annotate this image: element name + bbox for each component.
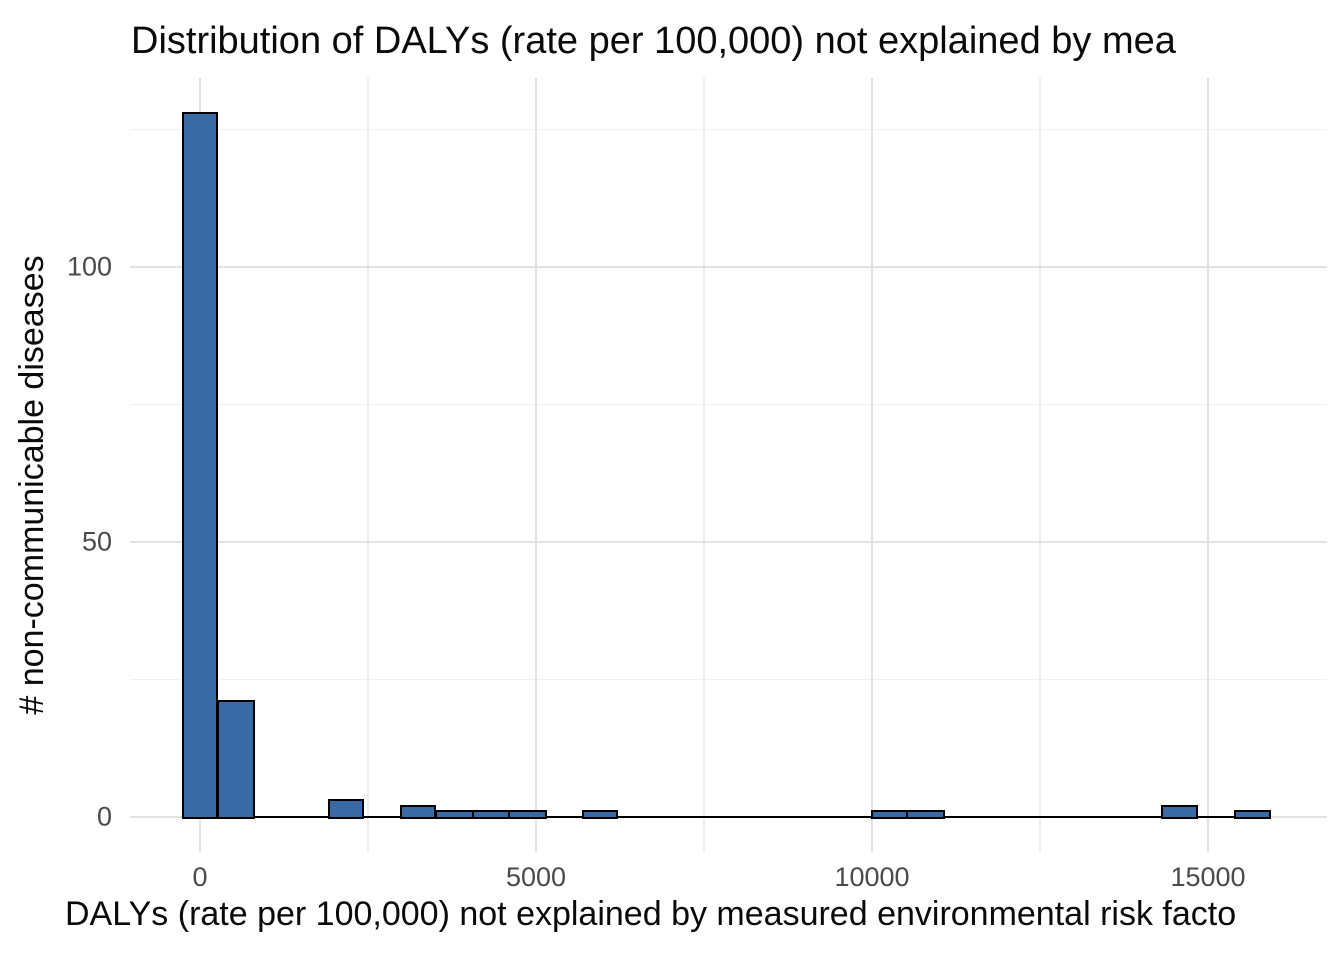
histogram-bar: [399, 804, 437, 819]
y-tick-label: 50: [81, 526, 112, 557]
x-tick-label: 15000: [1170, 862, 1246, 892]
histogram-bar: [1234, 810, 1271, 819]
histogram-bar: [1161, 804, 1198, 819]
histogram-bar: [181, 111, 219, 819]
histogram-bar: [327, 799, 365, 819]
gridline-x-major: [535, 78, 537, 852]
y-axis-title: # non-communicable diseases: [13, 255, 52, 715]
gridline-y-major: [130, 266, 1327, 268]
histogram-bar: [435, 810, 474, 819]
y-tick-label: 100: [66, 251, 112, 282]
x-tick-label: 0: [192, 862, 208, 892]
histogram-zero-line: [181, 815, 1271, 819]
gridline-x-minor: [367, 78, 369, 852]
gridline-y-minor: [130, 403, 1327, 406]
gridline-x-minor: [703, 78, 705, 852]
gridline-x-major: [871, 78, 873, 852]
gridline-y-minor: [130, 678, 1327, 681]
histogram-bar: [471, 810, 511, 819]
histogram-bar: [508, 810, 547, 819]
gridline-y-minor: [130, 128, 1327, 131]
histogram-bar: [906, 810, 945, 819]
histogram-bar: [216, 700, 256, 819]
x-tick-label: 5000: [505, 862, 567, 892]
y-tick-label: 0: [96, 801, 112, 832]
x-axis-title: DALYs (rate per 100,000) not explained b…: [65, 895, 1237, 933]
histogram-bar: [581, 810, 619, 819]
gridline-x-major: [1207, 78, 1209, 852]
gridline-y-major: [130, 541, 1327, 543]
histogram-bar: [871, 810, 908, 819]
chart-title: Distribution of DALYs (rate per 100,000)…: [131, 20, 1176, 62]
x-tick-label: 10000: [834, 862, 910, 892]
gridline-x-minor: [1039, 78, 1041, 852]
